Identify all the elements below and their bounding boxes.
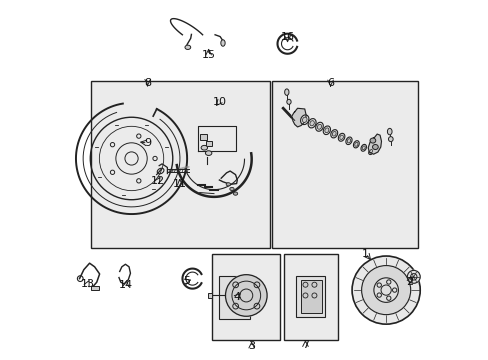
- Bar: [205, 140, 211, 145]
- Bar: [212, 253, 280, 339]
- Ellipse shape: [372, 144, 378, 149]
- Ellipse shape: [345, 137, 351, 145]
- Text: 10: 10: [212, 97, 226, 107]
- Text: 6: 6: [326, 78, 333, 88]
- Ellipse shape: [386, 129, 391, 135]
- Text: 16: 16: [280, 32, 294, 41]
- Ellipse shape: [338, 133, 344, 141]
- Bar: [91, 286, 99, 290]
- Polygon shape: [291, 108, 305, 127]
- Ellipse shape: [184, 45, 190, 49]
- Polygon shape: [367, 134, 381, 154]
- Text: 11: 11: [173, 179, 186, 189]
- Ellipse shape: [317, 124, 321, 129]
- Bar: [272, 81, 418, 248]
- Ellipse shape: [354, 142, 357, 146]
- Bar: [219, 276, 249, 319]
- Text: 1: 1: [362, 248, 368, 258]
- Ellipse shape: [302, 117, 306, 122]
- Ellipse shape: [362, 146, 365, 150]
- Ellipse shape: [286, 99, 290, 104]
- Ellipse shape: [233, 192, 237, 195]
- Text: 13: 13: [80, 279, 94, 289]
- Ellipse shape: [369, 149, 372, 153]
- Bar: [296, 276, 325, 317]
- Ellipse shape: [387, 136, 392, 141]
- Ellipse shape: [353, 141, 359, 148]
- Ellipse shape: [324, 128, 328, 132]
- Text: 12: 12: [150, 176, 164, 186]
- Ellipse shape: [300, 115, 308, 125]
- Text: 2: 2: [405, 277, 412, 287]
- Ellipse shape: [346, 139, 350, 143]
- Bar: [199, 134, 206, 140]
- Ellipse shape: [332, 131, 335, 136]
- Text: 8: 8: [144, 78, 151, 88]
- Text: 4: 4: [233, 292, 241, 302]
- Ellipse shape: [205, 151, 211, 156]
- Ellipse shape: [323, 126, 330, 135]
- Circle shape: [351, 256, 419, 324]
- Bar: [300, 280, 321, 313]
- Bar: [91, 81, 269, 248]
- Ellipse shape: [368, 148, 373, 154]
- Circle shape: [361, 266, 410, 315]
- Circle shape: [407, 270, 419, 283]
- Ellipse shape: [339, 135, 343, 139]
- Ellipse shape: [307, 118, 315, 128]
- Ellipse shape: [360, 144, 366, 151]
- Ellipse shape: [229, 187, 234, 190]
- Ellipse shape: [309, 121, 314, 126]
- Ellipse shape: [369, 138, 375, 143]
- Bar: [207, 293, 211, 298]
- Ellipse shape: [226, 183, 230, 186]
- Text: 7: 7: [301, 340, 308, 350]
- Circle shape: [373, 278, 398, 302]
- Text: 3: 3: [248, 341, 255, 351]
- Text: 5: 5: [183, 276, 190, 286]
- Text: 14: 14: [119, 280, 133, 290]
- Circle shape: [225, 275, 266, 316]
- Ellipse shape: [201, 145, 207, 150]
- Ellipse shape: [315, 122, 323, 131]
- Bar: [284, 253, 337, 339]
- Text: 15: 15: [201, 50, 215, 60]
- Ellipse shape: [284, 89, 288, 95]
- Ellipse shape: [221, 40, 224, 46]
- Text: 9: 9: [144, 138, 151, 148]
- Ellipse shape: [330, 130, 337, 138]
